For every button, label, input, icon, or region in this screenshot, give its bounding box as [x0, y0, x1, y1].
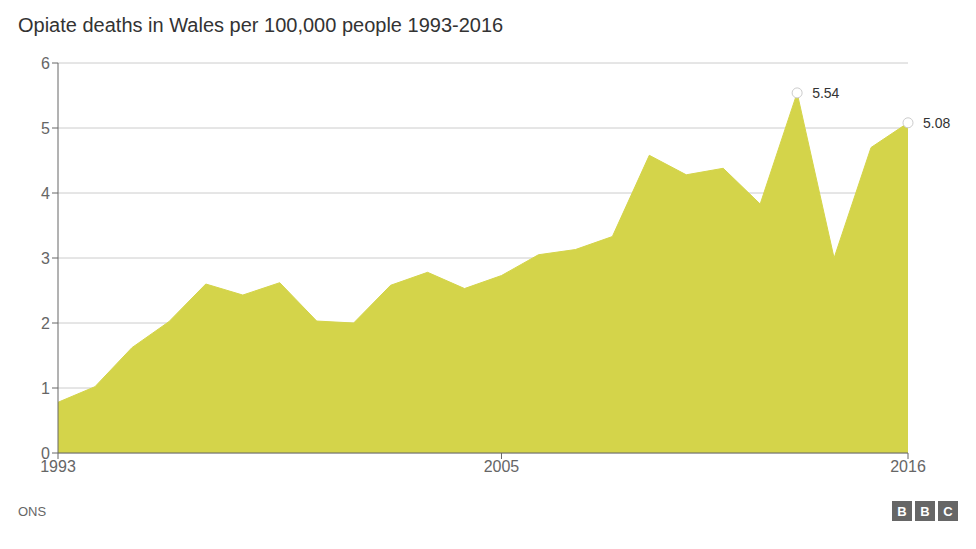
- html-text:B: B: [920, 503, 930, 519]
- svg-text:2016: 2016: [890, 458, 926, 475]
- svg-text:1993: 1993: [40, 458, 76, 476]
- svg-text:5.08: 5.08: [923, 115, 950, 131]
- svg-text:0: 0: [41, 445, 50, 462]
- svg-text:2: 2: [41, 315, 50, 332]
- svg-text:1: 1: [41, 380, 50, 397]
- svg-text:5: 5: [41, 120, 50, 137]
- svg-text:5.54: 5.54: [812, 85, 839, 101]
- svg-text:6: 6: [41, 55, 50, 72]
- html-text:C: C: [943, 503, 953, 519]
- svg-text:3: 3: [41, 250, 50, 267]
- html-text:Opiate deaths in Wales per 100: Opiate deaths in Wales per 100,000 peopl…: [18, 14, 504, 36]
- svg-text:4: 4: [41, 185, 50, 202]
- svg-text:2005: 2005: [484, 458, 520, 475]
- html-text:ONS: ONS: [18, 503, 47, 519]
- html-text:B: B: [897, 503, 907, 519]
